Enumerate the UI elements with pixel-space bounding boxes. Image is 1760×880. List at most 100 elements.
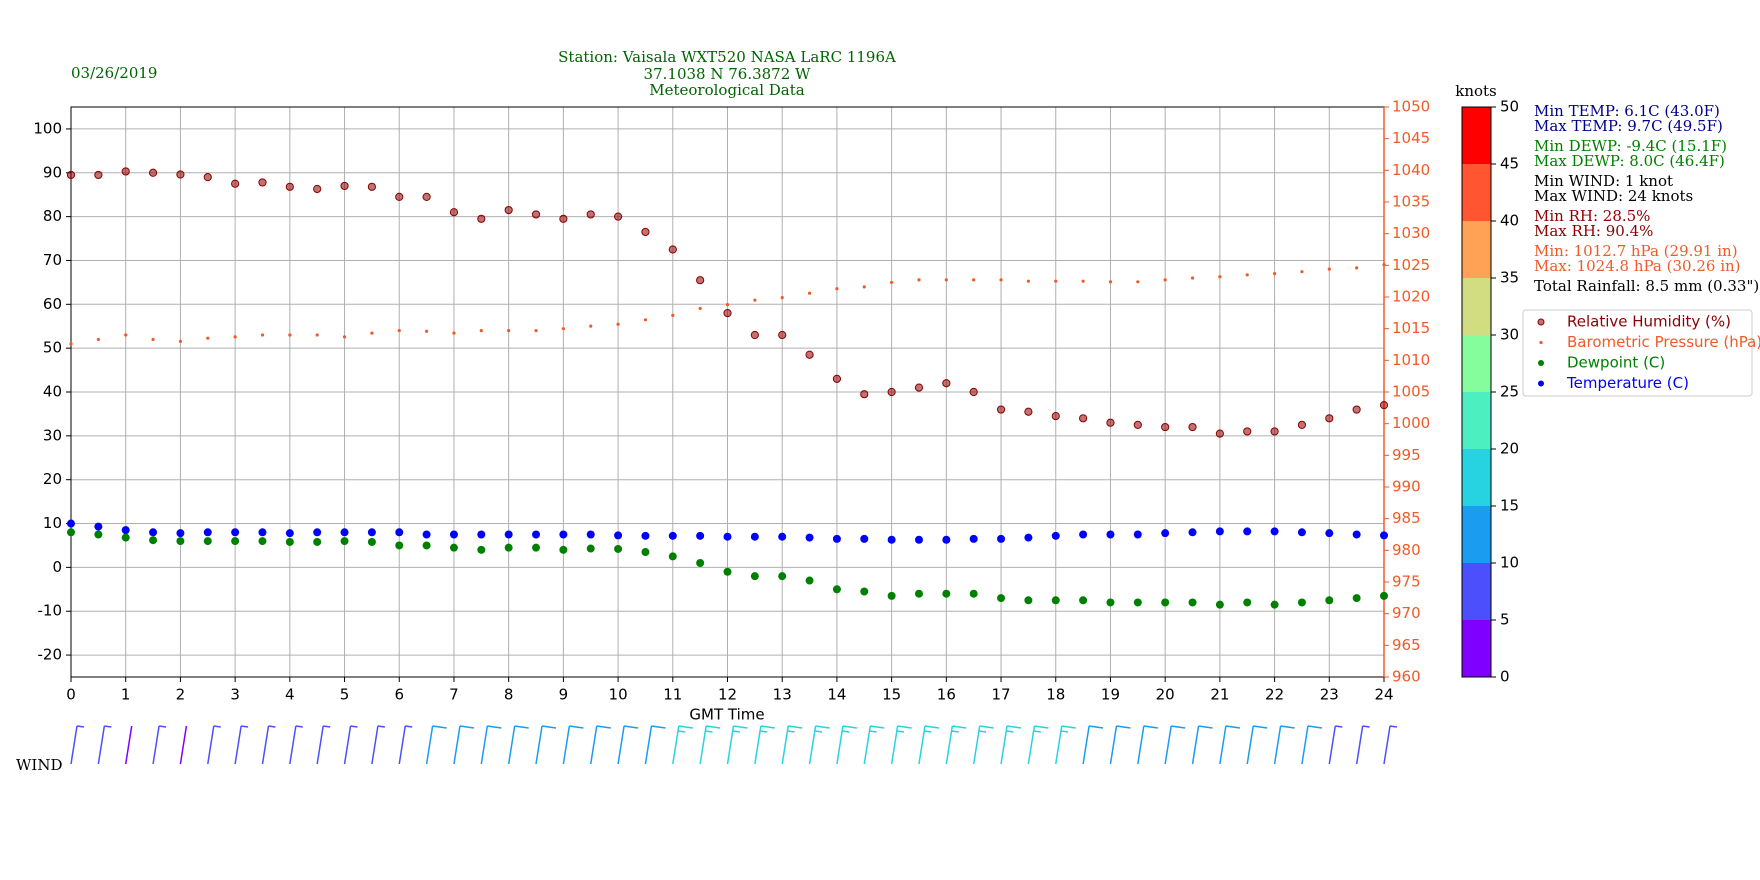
point xyxy=(507,328,511,333)
point xyxy=(340,528,349,537)
point xyxy=(1382,263,1386,267)
point xyxy=(641,531,650,540)
point xyxy=(778,572,787,581)
legend-marker xyxy=(1538,360,1544,366)
x-tick-label: 11 xyxy=(663,686,682,704)
colorbar-label: knots xyxy=(1455,82,1497,100)
x-tick-label: 22 xyxy=(1265,686,1284,704)
x-tick-label: 2 xyxy=(176,686,186,704)
y2-tick-label: 1000 xyxy=(1392,414,1430,432)
point xyxy=(1297,420,1307,429)
point xyxy=(477,545,486,554)
y-tick-label: 60 xyxy=(43,295,62,313)
point xyxy=(313,184,322,194)
y-tick-label: 20 xyxy=(43,470,62,488)
x-tick-label: 20 xyxy=(1156,686,1175,704)
point xyxy=(176,529,185,538)
point xyxy=(778,330,787,340)
y2-tick-label: 1020 xyxy=(1392,288,1430,306)
point xyxy=(668,245,677,254)
point xyxy=(753,298,757,302)
point xyxy=(696,531,705,540)
point xyxy=(835,287,839,291)
wind-barb xyxy=(70,725,85,765)
point xyxy=(807,291,812,295)
wind-barb xyxy=(1219,725,1240,765)
point xyxy=(805,533,814,542)
wind-barb xyxy=(890,725,912,765)
wind-barb xyxy=(836,725,858,765)
point xyxy=(397,328,401,333)
point xyxy=(395,192,404,201)
colorbar-segment xyxy=(1462,221,1491,278)
point xyxy=(860,534,869,543)
colorbar-segment xyxy=(1462,392,1491,449)
wind-barb xyxy=(945,725,967,765)
x-tick-label: 1 xyxy=(121,686,131,704)
colorbar-segment xyxy=(1462,563,1491,620)
point xyxy=(1352,405,1361,414)
point xyxy=(231,179,240,188)
y-tick-label: -10 xyxy=(38,602,63,620)
point xyxy=(668,531,677,540)
point xyxy=(1106,530,1115,539)
wind-barb xyxy=(124,725,133,765)
point xyxy=(231,528,240,537)
point xyxy=(66,170,76,180)
point xyxy=(370,331,374,335)
point xyxy=(313,537,322,546)
wind-barb xyxy=(343,725,358,765)
point xyxy=(780,296,784,300)
point xyxy=(723,532,732,541)
wind-label: WIND xyxy=(16,756,63,774)
point xyxy=(285,182,294,191)
x-tick-label: 5 xyxy=(340,686,350,704)
point xyxy=(643,318,648,322)
colorbar-tick-label: 50 xyxy=(1500,98,1519,116)
y-tick-label: -20 xyxy=(38,646,63,664)
x-tick-label: 24 xyxy=(1374,686,1393,704)
wind-barb xyxy=(289,725,303,765)
colorbar-segment xyxy=(1462,278,1491,335)
point xyxy=(1079,414,1088,423)
point xyxy=(1188,528,1197,537)
point xyxy=(805,576,814,585)
y2-tick-label: 975 xyxy=(1392,573,1421,591)
wind-barb xyxy=(863,725,885,765)
point xyxy=(698,306,702,310)
wind-barb xyxy=(562,725,584,765)
point xyxy=(1352,530,1361,539)
point xyxy=(1026,279,1030,283)
wind-barb xyxy=(480,725,502,765)
date: 03/26/2019 xyxy=(71,64,157,82)
point xyxy=(723,308,732,318)
point xyxy=(148,168,158,177)
point xyxy=(832,534,841,543)
point xyxy=(1190,276,1195,280)
point xyxy=(203,173,212,182)
point xyxy=(671,313,675,317)
point xyxy=(996,405,1006,414)
stat-text: Min TEMP: 6.1C (43.0F) xyxy=(1534,102,1720,120)
point xyxy=(121,526,130,535)
x-tick-label: 7 xyxy=(449,686,459,704)
point xyxy=(176,170,185,179)
wind-barb xyxy=(699,725,721,765)
point xyxy=(641,227,650,237)
stat-text: Min WIND: 1 knot xyxy=(1534,172,1673,190)
point xyxy=(1051,412,1060,421)
x-tick-label: 6 xyxy=(394,686,404,704)
wind-barb xyxy=(207,725,221,765)
legend-label: Barometric Pressure (hPa) xyxy=(1567,333,1760,351)
x-tick-label: 14 xyxy=(827,686,846,704)
x-tick-label: 3 xyxy=(230,686,240,704)
point xyxy=(997,594,1006,603)
point xyxy=(342,335,347,339)
point xyxy=(285,537,294,546)
point xyxy=(425,329,429,333)
point xyxy=(1054,279,1058,283)
point xyxy=(94,530,103,539)
point xyxy=(559,530,568,539)
wind-barb xyxy=(1246,725,1268,765)
point xyxy=(233,335,237,339)
